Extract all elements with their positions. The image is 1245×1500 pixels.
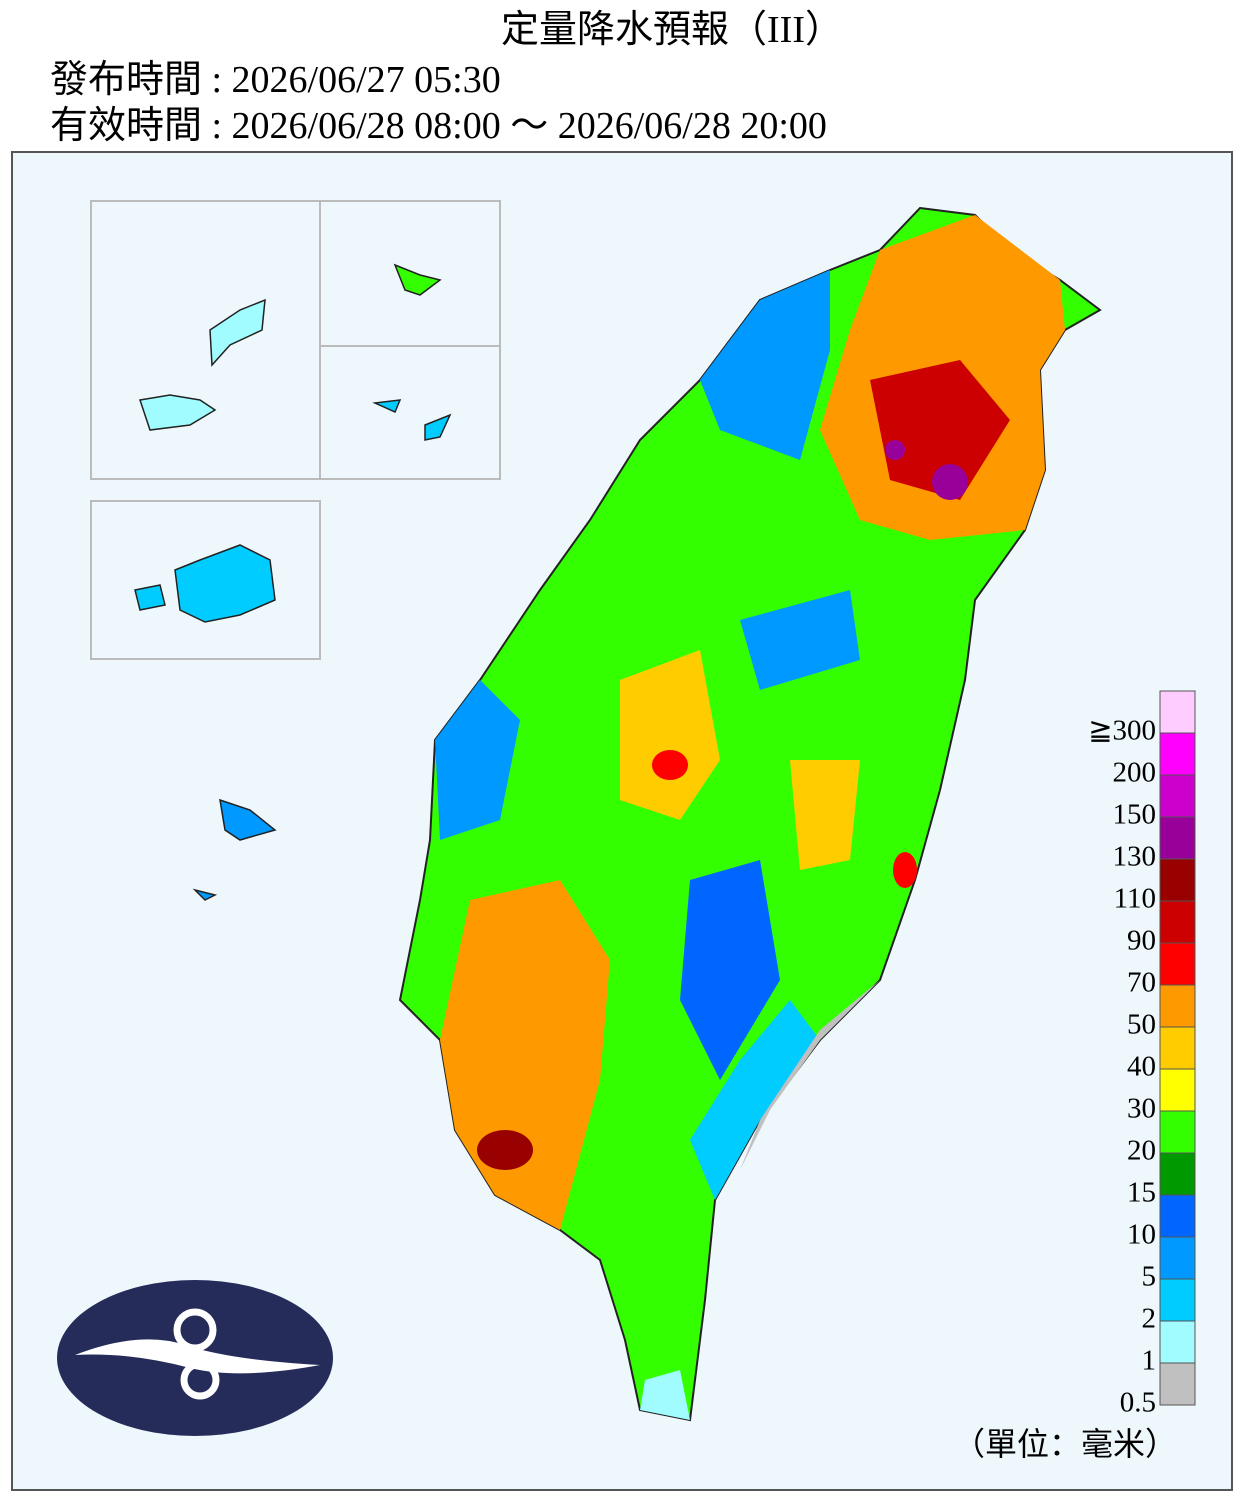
legend-label: 20 xyxy=(1127,1135,1156,1167)
legend-swatch xyxy=(1159,774,1196,818)
issue-time: 發布時間 : 2026/06/27 05:30 xyxy=(50,59,501,101)
legend-swatch xyxy=(1159,1068,1196,1112)
legend-label: ≧300 xyxy=(1088,715,1156,747)
legend-swatch xyxy=(1159,984,1196,1028)
legend-swatch xyxy=(1159,900,1196,944)
legend-label: 130 xyxy=(1113,841,1157,873)
legend-label: 150 xyxy=(1113,799,1157,831)
legend-swatch xyxy=(1159,1026,1196,1070)
legend-swatch xyxy=(1159,690,1196,734)
legend-label: 10 xyxy=(1127,1219,1156,1251)
unit-label: （單位：毫米） xyxy=(953,1426,1177,1462)
legend-swatch xyxy=(1159,732,1196,776)
legend: 0.5 1 2 5 10 15 20 30 40 50 70 90 110 130 150 200 ≧300 xyxy=(1088,690,1196,1419)
legend-label: 1 xyxy=(1142,1345,1157,1377)
legend-label: 2 xyxy=(1142,1303,1157,1335)
logo xyxy=(57,1280,333,1436)
legend-swatch xyxy=(1159,942,1196,986)
valid-time: 有效時間 : 2026/06/28 08:00 ～ 2026/06/28 20:… xyxy=(50,105,827,147)
legend-swatch xyxy=(1159,1320,1196,1364)
legend-label: 15 xyxy=(1127,1177,1156,1209)
legend-swatch xyxy=(1159,1194,1196,1238)
legend-swatch xyxy=(1159,1152,1196,1196)
inset-boxes xyxy=(90,200,501,660)
legend-label: 90 xyxy=(1127,925,1156,957)
legend-swatch xyxy=(1159,1110,1196,1154)
legend-label: 30 xyxy=(1127,1093,1156,1125)
legend-label: 200 xyxy=(1113,757,1157,789)
legend-swatch xyxy=(1159,1278,1196,1322)
legend-label: 110 xyxy=(1114,883,1156,915)
islands xyxy=(134,263,452,901)
title: 定量降水預報（III） xyxy=(501,9,843,51)
legend-swatch xyxy=(1159,816,1196,860)
legend-swatch xyxy=(1159,858,1196,902)
legend-label: 70 xyxy=(1127,967,1156,999)
legend-label: 50 xyxy=(1127,1009,1156,1041)
taiwan-island xyxy=(398,206,1102,1422)
legend-label: 5 xyxy=(1142,1261,1157,1293)
legend-swatch xyxy=(1159,1362,1196,1406)
legend-swatch xyxy=(1159,1236,1196,1280)
legend-label: 40 xyxy=(1127,1051,1156,1083)
legend-label: 0.5 xyxy=(1120,1387,1156,1419)
